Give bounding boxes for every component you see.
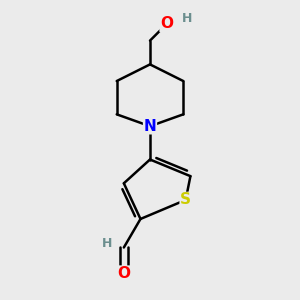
Text: H: H	[182, 11, 193, 25]
Text: O: O	[117, 266, 130, 281]
Text: H: H	[102, 237, 112, 250]
Text: S: S	[180, 192, 191, 207]
Text: N: N	[144, 119, 156, 134]
Text: O: O	[160, 16, 173, 32]
